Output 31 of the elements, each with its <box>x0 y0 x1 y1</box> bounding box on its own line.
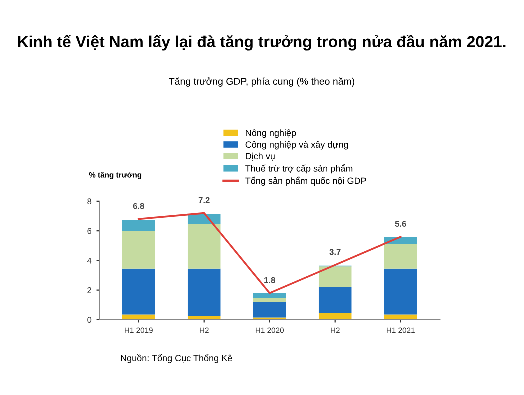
data-label: 5.6 <box>395 221 406 228</box>
bar <box>384 244 418 269</box>
data-label: 7.2 <box>198 197 210 204</box>
bar <box>253 302 286 318</box>
data-label: 3.7 <box>330 249 341 256</box>
bar <box>122 268 156 315</box>
data-label: 6.8 <box>133 203 144 210</box>
legend-label: Tổng sản phẩm quốc nội GDP <box>246 176 366 186</box>
bar <box>122 220 156 232</box>
legend-label: Dịch vụ <box>246 152 275 161</box>
bar <box>253 293 286 298</box>
chart-subtitle: Tăng trưởng GDP, phía cung (% theo năm) <box>169 78 354 87</box>
legend-label: Công nghiệp và xây dựng <box>246 141 348 150</box>
bar <box>122 231 156 269</box>
bar <box>188 224 221 269</box>
y-tick-label: 8 <box>88 198 92 205</box>
chart-title: Kinh tế Việt Nam lấy lại đà tăng trưởng trong nửa đầu năm 2021. <box>18 35 506 51</box>
bar <box>188 316 221 320</box>
y-tick-label: 4 <box>87 258 92 264</box>
data-label: 1.8 <box>264 277 276 284</box>
bar <box>318 287 352 314</box>
bar <box>188 268 221 316</box>
legend-label: Nông nghiệp <box>246 130 296 138</box>
legend-label: Thuế trừ trợ cấp sản phẩm <box>246 164 353 174</box>
bar <box>384 268 418 315</box>
y-tick-label: 0 <box>88 317 92 324</box>
bar <box>318 266 352 288</box>
y-tick-label: 2 <box>88 288 92 294</box>
text: Nguồn: Tổng Cục Thống Kê <box>121 354 232 364</box>
y-tick-label: 6 <box>88 228 92 234</box>
bar <box>253 298 286 302</box>
